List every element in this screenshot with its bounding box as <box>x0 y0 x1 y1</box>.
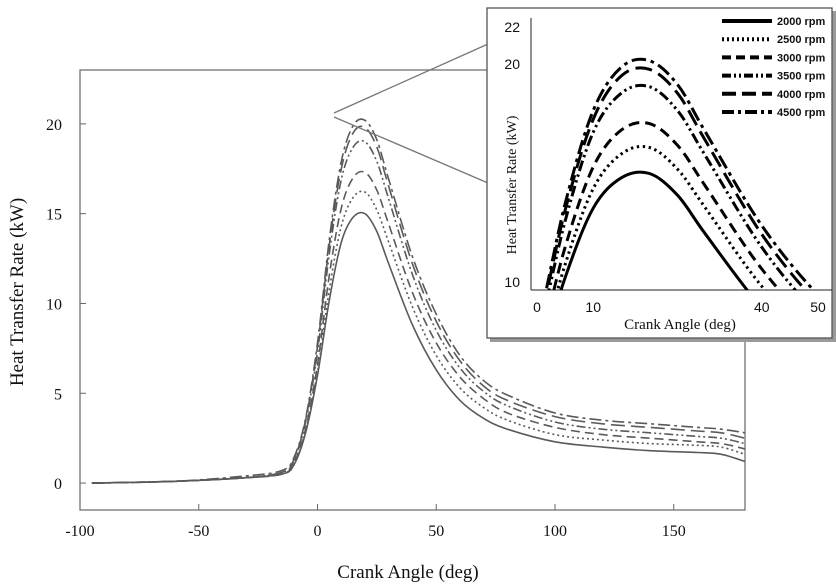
main-x-tick-label: 100 <box>543 523 567 540</box>
legend-label-2000-rpm: 2000 rpm <box>777 16 826 28</box>
main-y-tick-label: 20 <box>46 117 62 134</box>
zoom-connector <box>333 43 489 184</box>
main-y-tick-label: 15 <box>46 207 62 224</box>
inset-y-axis-label: Heat Transfer Rate (kW) <box>505 115 520 254</box>
legend-label-3000-rpm: 3000 rpm <box>777 52 826 64</box>
inset-x-tick-label: 10 <box>585 299 601 315</box>
inset-series-line-4500-rpm <box>544 57 816 290</box>
main-y-tick-label: 0 <box>54 476 62 493</box>
main-series-line-3000-rpm <box>91 170 746 484</box>
main-x-tick-label: 0 <box>314 523 322 540</box>
inset-chart: 0 10 40 50 10 20 22 Crank Angle (deg) Heat Tr… <box>486 7 836 342</box>
inset-y-tick-label: 20 <box>504 56 520 72</box>
inset-series-line-2000-rpm <box>559 170 749 290</box>
main-y-axis-label: Heat Transfer Rate (kW) <box>7 198 28 386</box>
inset-x-ticks: 0 10 40 50 <box>533 299 826 315</box>
main-series-line-2500-rpm <box>91 190 746 484</box>
legend-label-2500-rpm: 2500 rpm <box>777 34 826 46</box>
main-y-tick-label: 10 <box>46 296 62 313</box>
main-series-group <box>91 118 746 484</box>
inset-y-tick-label: 22 <box>504 19 520 35</box>
inset-x-axis-label: Crank Angle (deg) <box>624 317 736 333</box>
main-y-tick-label: 5 <box>54 386 62 403</box>
main-x-ticks: -100 -50 0 50 100 150 <box>65 504 686 540</box>
inset-x-tick-label: 0 <box>533 299 541 315</box>
main-series-line-4000-rpm <box>91 125 746 484</box>
inset-series-line-3000-rpm <box>552 121 782 290</box>
legend-label-4000-rpm: 4000 rpm <box>777 89 826 101</box>
main-x-tick-label: 50 <box>428 523 444 540</box>
legend-label-3500-rpm: 3500 rpm <box>777 71 826 83</box>
inset-series-line-3500-rpm <box>547 83 798 290</box>
main-series-line-4500-rpm <box>91 118 746 484</box>
inset-series-line-2500-rpm <box>556 144 767 290</box>
inset-x-tick-label: 50 <box>810 299 826 315</box>
main-x-axis-label: Crank Angle (deg) <box>337 562 478 583</box>
inset-y-tick-label: 10 <box>504 274 520 290</box>
inset-x-tick-label: 40 <box>754 299 770 315</box>
inset-legend: 2000 rpm 2500 rpm 3000 rpm 3500 rpm 4000 rpm… <box>722 16 826 119</box>
main-x-tick-label: -50 <box>188 523 209 540</box>
main-x-tick-label: 150 <box>662 523 686 540</box>
zoom-connector-bottom <box>333 116 489 184</box>
main-x-tick-label: -100 <box>65 523 94 540</box>
zoom-connector-top <box>333 43 489 114</box>
inset-series-group <box>544 57 816 290</box>
legend-label-4500-rpm: 4500 rpm <box>777 107 826 119</box>
inset-y-ticks: 10 20 22 <box>504 19 520 290</box>
inset-series-line-4000-rpm <box>545 66 808 290</box>
main-y-ticks: 0 5 10 15 20 <box>46 117 86 493</box>
